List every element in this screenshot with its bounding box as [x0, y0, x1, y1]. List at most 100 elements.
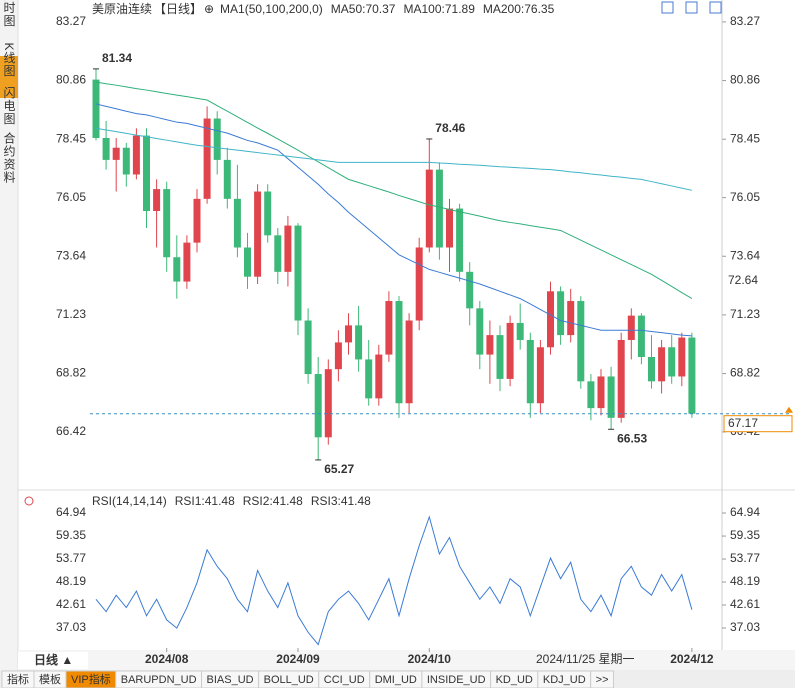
candle-body — [112, 147, 120, 160]
candle-body — [102, 137, 110, 160]
y-tick-label: 76.05 — [730, 190, 760, 204]
tab-bg — [590, 670, 615, 688]
y-tick-label: 64.94 — [730, 505, 760, 519]
candle-body — [314, 374, 322, 438]
tab[interactable]: DMI_UD — [375, 674, 417, 686]
tab[interactable]: INSIDE_UD — [427, 674, 486, 686]
candle-body — [587, 381, 595, 409]
candle-body — [132, 135, 140, 175]
candle-body — [254, 191, 262, 277]
extreme-label: 81.34 — [102, 51, 132, 65]
candle-body — [244, 247, 251, 277]
tab[interactable]: BIAS_UD — [207, 674, 254, 686]
tab[interactable]: KDJ_UD — [543, 674, 586, 686]
candle-body — [183, 242, 191, 282]
last-price-arrow — [785, 406, 793, 413]
tab[interactable]: >> — [596, 674, 609, 686]
sidebar-tab[interactable]: 合约资料 — [2, 131, 16, 184]
y-tick-label: 53.77 — [730, 551, 760, 565]
candle-body — [92, 79, 100, 138]
period-button-bg — [18, 652, 88, 669]
toolbar-icons — [661, 1, 722, 14]
y-tick-label: 71.23 — [730, 307, 760, 321]
tab[interactable]: KD_UD — [496, 674, 533, 686]
candle-body — [547, 291, 554, 348]
candle-body — [637, 315, 645, 358]
ma-label: MA100:71.89 — [403, 2, 475, 16]
extreme-label: 78.46 — [435, 121, 465, 135]
candle-body — [536, 347, 544, 404]
y-tick-label: 42.61 — [56, 597, 86, 611]
y-tick-label: 83.27 — [730, 14, 760, 28]
tab[interactable]: 模板 — [39, 672, 61, 686]
sidebar-tab[interactable]: K线图 — [2, 42, 16, 77]
candle-body — [153, 189, 161, 211]
ma-line — [95, 127, 693, 191]
icon[interactable] — [661, 1, 674, 14]
ma-label: MA200:76.35 — [483, 2, 555, 16]
y-tick-label: 42.61 — [730, 597, 760, 611]
candle-body — [223, 159, 231, 199]
candle-body — [385, 301, 393, 355]
ma-label: MA50:70.37 — [331, 2, 396, 16]
y-tick-label: 73.64 — [730, 248, 760, 262]
y-tick-label: 80.86 — [730, 73, 760, 87]
candle-body — [405, 320, 413, 404]
candle-body — [486, 335, 494, 355]
candle-body — [446, 208, 453, 248]
tab[interactable]: BOLL_UD — [264, 674, 314, 686]
candle-body — [658, 347, 666, 382]
last-price-label: 67.17 — [728, 416, 758, 430]
candle-body — [476, 308, 484, 355]
cursor-label: 2024/11/25 星期一 — [536, 652, 635, 666]
candle-body — [304, 320, 312, 375]
candle-body — [365, 359, 373, 399]
candle-body — [466, 271, 474, 309]
x-tick-label: 2024/10 — [408, 652, 452, 666]
candle-body — [516, 322, 524, 340]
sidebar-tab[interactable]: 闪电图 — [2, 86, 16, 125]
settings-icon[interactable] — [24, 496, 34, 506]
tab[interactable]: VIP指标 — [71, 672, 111, 686]
y-tick-label: 48.19 — [56, 574, 86, 588]
ma-line — [95, 103, 692, 337]
candle-body — [163, 189, 171, 258]
candle-body — [678, 337, 686, 377]
candle-body — [567, 301, 575, 336]
y-tick-label: 68.82 — [730, 366, 760, 380]
candle-body — [648, 357, 655, 382]
candle-body — [627, 315, 635, 340]
tab[interactable]: 指标 — [7, 672, 29, 686]
y-tick-label: 59.35 — [730, 528, 760, 542]
y-tick-label: 48.19 — [730, 574, 760, 588]
icon[interactable] — [709, 1, 722, 14]
candle-body — [435, 169, 443, 248]
rsi-label: RSI3:41.48 — [311, 494, 371, 508]
last-price-box — [723, 415, 793, 433]
period-icon: ⊕ — [204, 2, 214, 16]
sidebar-tab[interactable]: 分时图 — [2, 0, 16, 28]
y-tick-label: 59.35 — [56, 528, 86, 542]
candle-body — [324, 369, 332, 438]
period-button[interactable]: 日线 ▲ — [34, 652, 73, 667]
candle-body — [496, 335, 504, 379]
y-tick-label: 66.42 — [56, 424, 86, 438]
sidebar-active — [0, 56, 18, 98]
candle-body — [577, 301, 585, 382]
candle-body — [233, 198, 241, 248]
candle-body — [274, 235, 282, 272]
icon[interactable] — [685, 1, 698, 14]
y-tick-label: 78.45 — [730, 131, 760, 145]
y-tick-label: 80.86 — [56, 73, 86, 87]
rsi-line — [95, 515, 693, 646]
indicator: MA1(50,100,200,0) — [220, 2, 323, 16]
candle-body — [617, 339, 625, 418]
tab[interactable]: BARUPDN_UD — [121, 674, 197, 686]
tab[interactable]: CCI_UD — [324, 674, 365, 686]
x-tick-label: 2024/08 — [145, 652, 189, 666]
candle-body — [355, 325, 363, 360]
candle-body — [193, 198, 201, 243]
candle-body — [264, 191, 272, 236]
